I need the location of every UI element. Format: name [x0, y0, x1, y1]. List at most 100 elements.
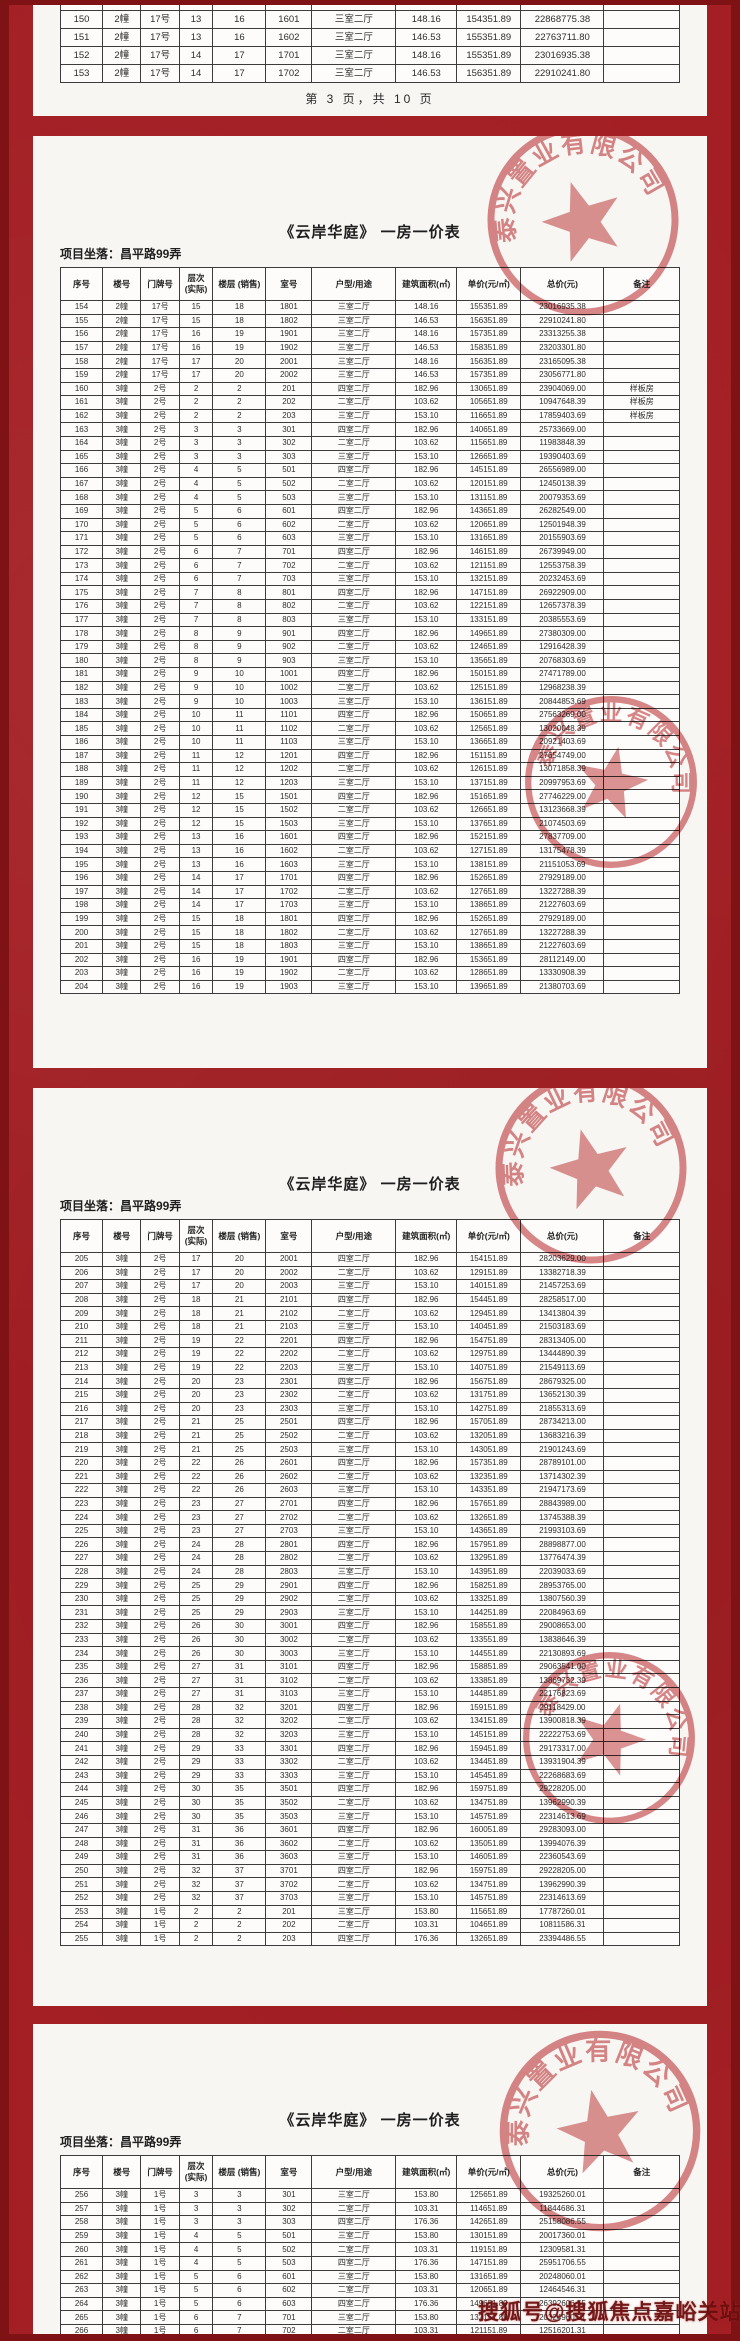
table-cell: 3幢	[102, 2255, 142, 2271]
table-cell: 2	[212, 1931, 267, 1947]
table-cell: 四室二厅	[311, 1700, 397, 1716]
table-cell: 2号	[140, 476, 180, 492]
table-cell: 22	[178, 1483, 214, 1498]
table-cell: 28789101.00	[520, 1455, 605, 1471]
table-cell: 145151.89	[456, 1727, 522, 1743]
column-header: 序号	[59, 267, 104, 301]
table-cell: 7	[178, 599, 214, 614]
table-cell: 3幢	[102, 1890, 142, 1906]
table-cell: 103.62	[395, 1714, 458, 1729]
table-cell	[603, 1741, 680, 1756]
table-cell: 四室二厅	[311, 1537, 397, 1553]
table-cell: 32	[212, 1700, 267, 1716]
column-header: 建筑面积(㎡)	[395, 1219, 458, 1253]
table-cell: 三室二厅	[311, 1319, 397, 1335]
table-cell: 138151.89	[456, 857, 522, 872]
table-row: 251 3幢 2号 32 37 3702 二室二厅 103.62 134751.89 139629…	[59, 1877, 680, 1892]
table-cell: 175	[59, 585, 104, 601]
table-cell: 133851.89	[456, 1673, 522, 1688]
table-cell: 19	[212, 327, 267, 342]
table-row: 235 3幢 2号 27 31 3101 四室二厅 182.96 158851.89 290635…	[59, 1659, 680, 1675]
table-cell	[603, 870, 680, 886]
table-cell: 27929189.00	[520, 870, 605, 886]
table-cell: 2号	[140, 544, 180, 560]
table-row: 241 3幢 2号 29 33 3301 四室二厅 182.96 159451.89 291733…	[59, 1741, 680, 1756]
table-cell: 803	[265, 612, 313, 628]
table-cell: 130651.89	[456, 381, 522, 397]
table-cell: 1号	[140, 2269, 180, 2285]
table-cell: 二室二厅	[311, 2201, 397, 2217]
table-cell: 159751.89	[456, 1863, 522, 1879]
table-cell: 四室二厅	[311, 789, 397, 804]
table-cell: 2号	[140, 1768, 180, 1784]
table-cell: 3幢	[102, 2242, 142, 2257]
table-cell: 2号	[140, 422, 180, 437]
table-cell: 1502	[265, 0, 313, 11]
table-cell: 四室二厅	[311, 1415, 397, 1430]
table-row: 173 3幢 2号 6 7 702 二室二厅 103.62 121151.89 12553758.…	[59, 558, 680, 573]
table-cell: 10	[178, 721, 214, 736]
table-cell: 143951.89	[456, 1564, 522, 1580]
table-cell: 265	[59, 2310, 104, 2325]
table-cell: 21	[178, 1442, 214, 1457]
table-cell: 132351.89	[456, 1469, 522, 1485]
table-cell: 二室二厅	[311, 2323, 397, 2339]
table-cell: 1902	[265, 966, 313, 981]
table-row: 159 2幢 17号 17 20 2002 三室二厅 146.53 157351.89 23056…	[59, 367, 680, 383]
table-cell: 701	[265, 2310, 313, 2325]
table-cell: 3幢	[102, 979, 142, 995]
table-cell: 2号	[140, 952, 180, 968]
table-cell: 216	[59, 1401, 104, 1417]
price-table-clip: 149 2幢 17号 12 15 1502 三室二厅 146.53 154351.89 22617…	[33, 0, 707, 83]
table-cell: 3幢	[102, 898, 142, 913]
table-cell: 2幢	[102, 300, 142, 315]
table-cell: 3503	[265, 1809, 313, 1824]
table-cell: 三室二厅	[311, 1687, 397, 1702]
table-cell	[603, 1687, 680, 1702]
table-cell: 302	[265, 435, 313, 451]
table-cell: 16	[212, 830, 267, 845]
table-cell	[603, 1483, 680, 1498]
table-cell: 129151.89	[456, 1265, 522, 1281]
table-cell	[603, 653, 680, 669]
table-cell: 153.10	[395, 1442, 458, 1457]
table-cell: 2号	[140, 490, 180, 505]
table-cell: 2302	[265, 1387, 313, 1403]
table-row: 208 3幢 2号 18 21 2101 四室二厅 182.96 154451.89 282585…	[59, 1292, 680, 1308]
table-cell: 115651.89	[456, 435, 522, 451]
table-cell: 185	[59, 721, 104, 736]
table-cell: 702	[265, 2323, 313, 2339]
table-cell: 27	[212, 1523, 267, 1539]
table-cell: 11	[178, 762, 214, 777]
column-header: 门牌号	[140, 2155, 180, 2189]
table-cell: 18	[212, 911, 267, 927]
table-cell: 124651.89	[456, 639, 522, 655]
table-cell	[603, 503, 680, 519]
table-cell: 245	[59, 1795, 104, 1811]
table-cell: 103.62	[395, 1469, 458, 1485]
table-cell: 13	[178, 857, 214, 872]
table-cell: 155	[59, 313, 104, 329]
table-cell: 25	[212, 1415, 267, 1430]
table-cell: 16	[178, 979, 214, 995]
table-cell: 2幢	[102, 10, 142, 29]
table-cell: 176.36	[395, 2296, 458, 2312]
table-cell: 13071858.39	[520, 762, 605, 777]
table-cell: 150151.89	[456, 667, 522, 682]
table-cell: 6	[212, 503, 267, 519]
table-cell: 8	[212, 585, 267, 601]
table-cell: 197	[59, 884, 104, 900]
table-cell: 25	[212, 1428, 267, 1444]
table-cell: 3幢	[102, 1279, 142, 1294]
table-cell: 四室二厅	[311, 1578, 397, 1593]
table-cell: 3幢	[102, 1822, 142, 1838]
table-cell: 3幢	[102, 1768, 142, 1784]
table-cell: 13	[178, 843, 214, 859]
table-cell: 3幢	[102, 1564, 142, 1580]
table-cell: 182.96	[395, 830, 458, 845]
table-cell: 四室二厅	[311, 503, 397, 519]
table-row: 224 3幢 2号 23 27 2702 二室二厅 103.62 132651.89 137453…	[59, 1510, 680, 1525]
table-cell: 158551.89	[456, 1619, 522, 1634]
table-cell: 2	[178, 408, 214, 424]
table-cell: 2号	[140, 1836, 180, 1852]
